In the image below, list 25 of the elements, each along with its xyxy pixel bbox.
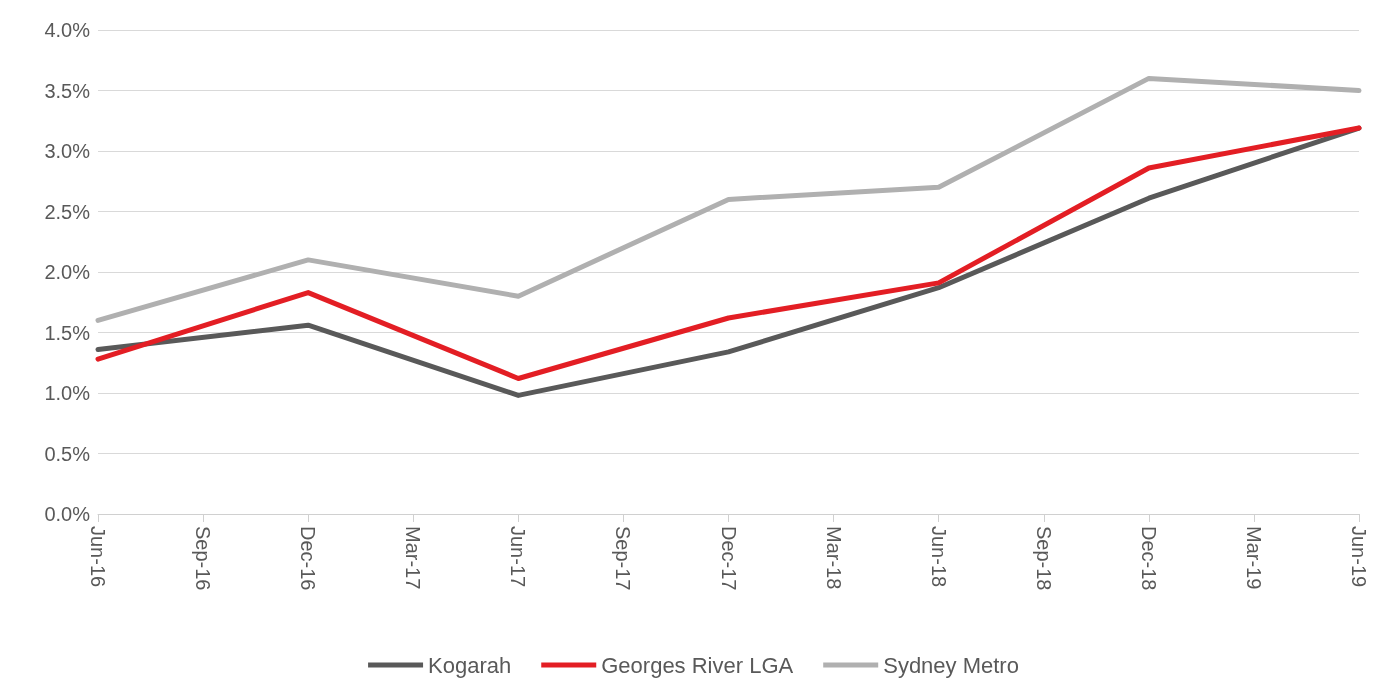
y-tick-label: 3.5% bbox=[44, 79, 91, 102]
x-tick-label: Dec-16 bbox=[297, 526, 320, 591]
x-tick-label: Dec-17 bbox=[717, 526, 740, 591]
x-tick-label: Jun-16 bbox=[87, 526, 109, 588]
x-tick-label: Mar-18 bbox=[822, 526, 845, 590]
x-tick-label: Mar-17 bbox=[402, 526, 425, 590]
legend-label: Sydney Metro bbox=[883, 652, 1019, 678]
y-tick-label: 0.5% bbox=[44, 442, 91, 465]
x-tick-label: Jun-19 bbox=[1348, 526, 1370, 588]
legend-label: Georges River LGA bbox=[601, 652, 794, 678]
y-tick-label: 1.0% bbox=[44, 382, 91, 404]
y-tick-label: 4.0% bbox=[44, 19, 91, 41]
y-tick-label: 1.5% bbox=[44, 321, 91, 344]
x-tick-label: Mar-19 bbox=[1242, 526, 1265, 590]
x-tick-label: Sep-16 bbox=[192, 526, 215, 591]
y-tick-label: 2.5% bbox=[44, 200, 91, 223]
legend-label: Kogarah bbox=[428, 652, 512, 678]
y-tick-label: 3.0% bbox=[44, 140, 91, 162]
x-tick-label: Jun-17 bbox=[507, 526, 530, 588]
x-tick-label: Sep-17 bbox=[612, 526, 635, 591]
x-tick-label: Dec-18 bbox=[1137, 526, 1160, 591]
y-tick-label: 0.0% bbox=[44, 503, 91, 525]
x-tick-label: Jun-18 bbox=[927, 526, 950, 588]
y-tick-label: 2.0% bbox=[44, 261, 91, 283]
x-tick-label: Sep-18 bbox=[1032, 526, 1055, 591]
